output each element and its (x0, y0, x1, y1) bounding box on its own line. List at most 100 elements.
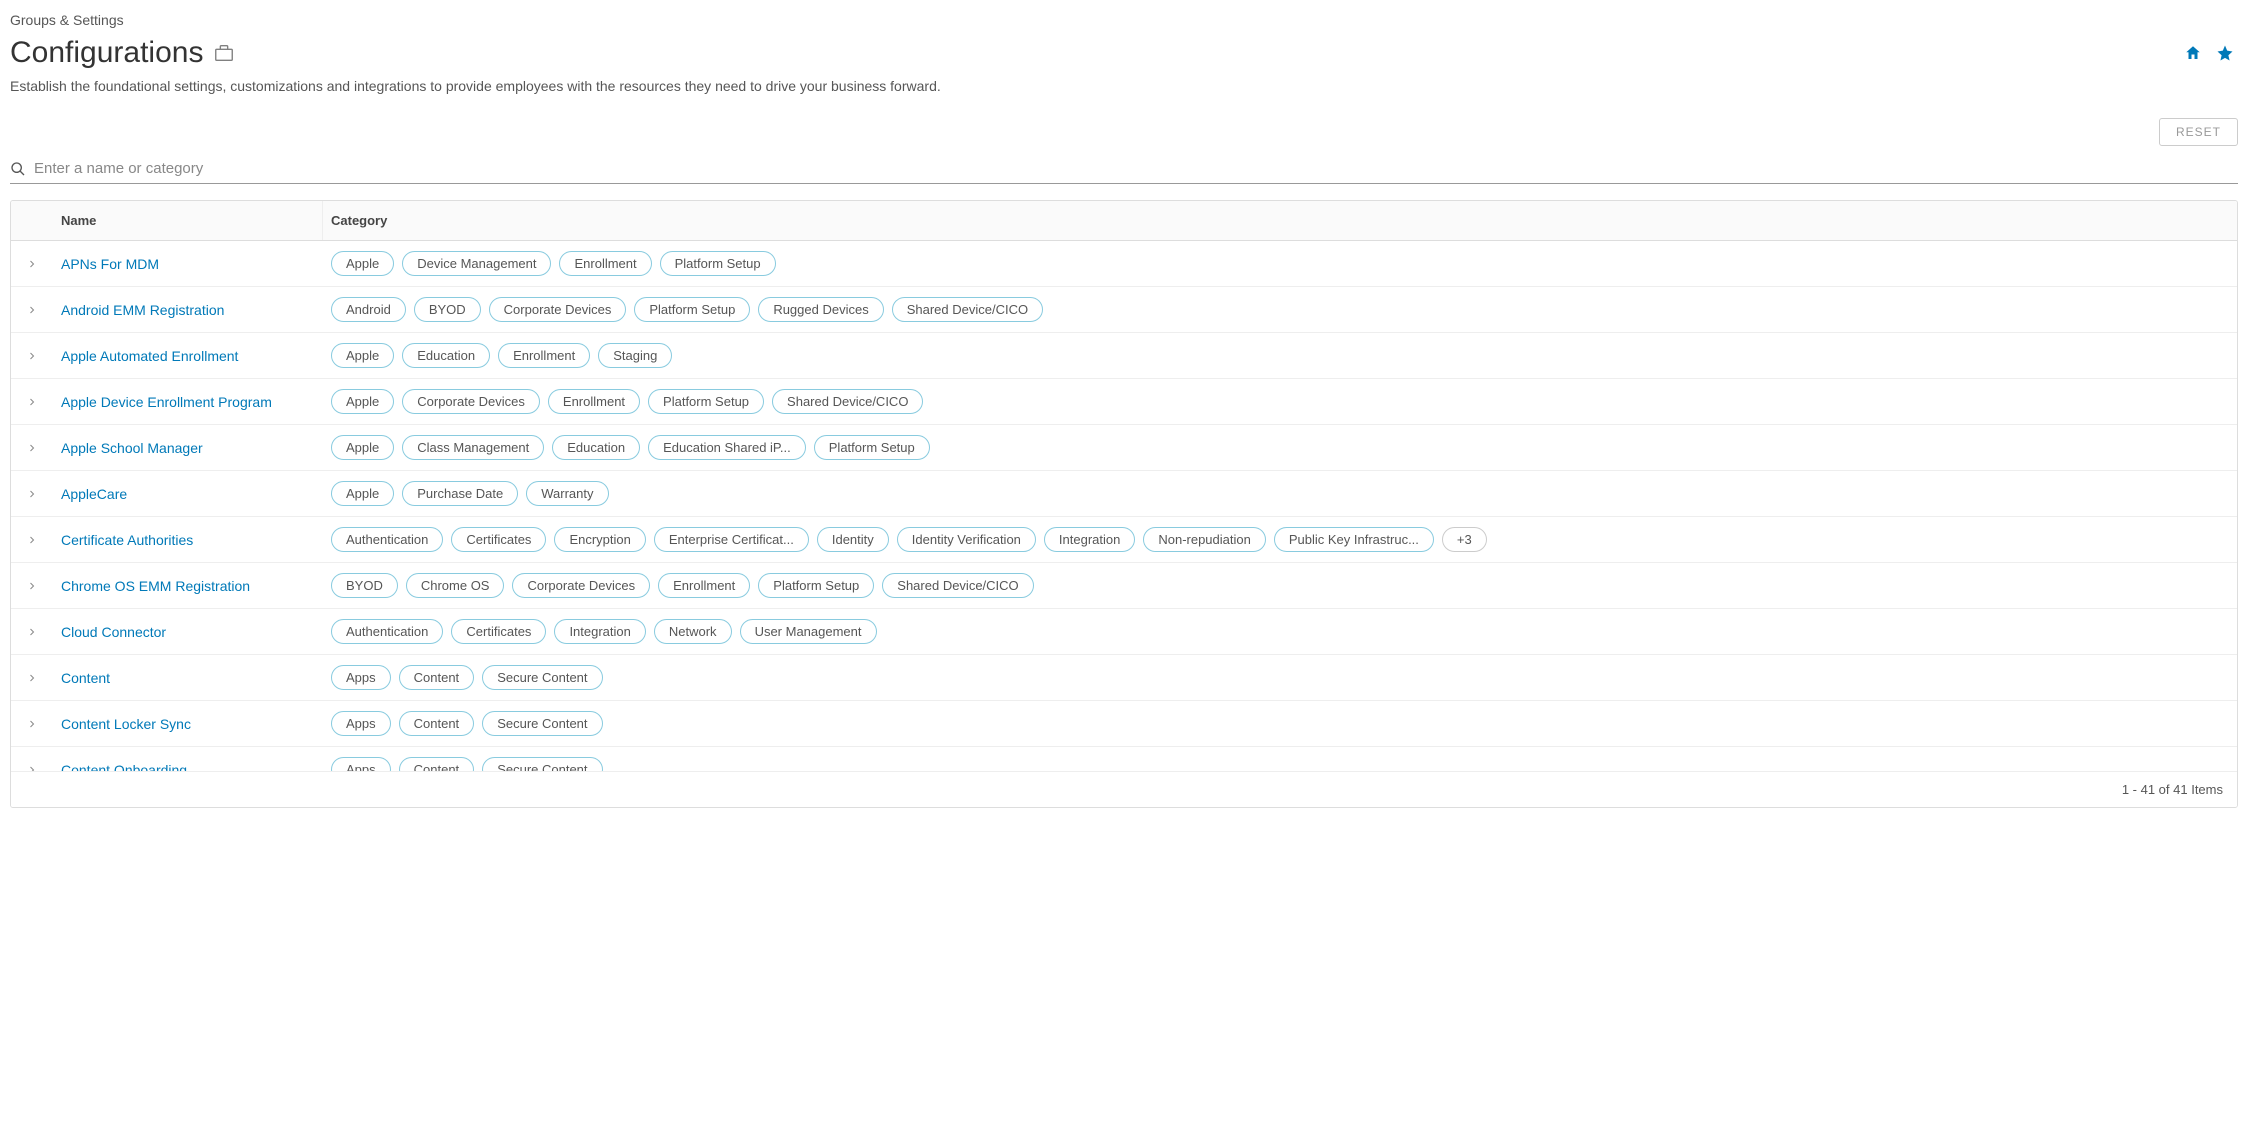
category-tag[interactable]: Content (399, 711, 475, 736)
category-tag[interactable]: Platform Setup (758, 573, 874, 598)
config-name-link[interactable]: Chrome OS EMM Registration (61, 578, 250, 594)
config-name-link[interactable]: Content Onboarding (61, 762, 187, 772)
table-row: Certificate Authorities Authentication Cer… (11, 517, 2237, 563)
config-name-link[interactable]: Content Locker Sync (61, 716, 191, 732)
category-tag[interactable]: Android (331, 297, 406, 322)
category-tag[interactable]: BYOD (414, 297, 481, 322)
config-name-link[interactable]: Certificate Authorities (61, 532, 193, 548)
config-name-link[interactable]: Apple Device Enrollment Program (61, 394, 272, 410)
category-tag[interactable]: Apple (331, 251, 394, 276)
category-tag[interactable]: Public Key Infrastruc... (1274, 527, 1434, 552)
config-name-link[interactable]: Android EMM Registration (61, 302, 224, 318)
chevron-right-icon[interactable] (11, 672, 53, 684)
category-tag[interactable]: Enrollment (498, 343, 590, 368)
search-input[interactable] (34, 160, 2238, 177)
category-tag[interactable]: Education (402, 343, 490, 368)
config-name-link[interactable]: Cloud Connector (61, 624, 166, 640)
category-tag[interactable]: Education (552, 435, 640, 460)
category-tag[interactable]: Apple (331, 435, 394, 460)
category-tag[interactable]: Device Management (402, 251, 551, 276)
chevron-right-icon[interactable] (11, 350, 53, 362)
search-row (10, 154, 2238, 184)
category-tag[interactable]: Purchase Date (402, 481, 518, 506)
category-tag[interactable]: Secure Content (482, 757, 602, 771)
category-tag[interactable]: Platform Setup (648, 389, 764, 414)
category-tag[interactable]: Apps (331, 757, 391, 771)
category-cell: Android BYOD Corporate Devices Platform Set… (323, 289, 2237, 330)
chevron-right-icon[interactable] (11, 718, 53, 730)
category-tag[interactable]: Network (654, 619, 732, 644)
category-tag[interactable]: Enterprise Certificat... (654, 527, 809, 552)
category-tag[interactable]: Chrome OS (406, 573, 505, 598)
category-tag[interactable]: Apple (331, 389, 394, 414)
category-tag[interactable]: Apple (331, 343, 394, 368)
category-tag[interactable]: Encryption (554, 527, 645, 552)
category-tag[interactable]: Corporate Devices (402, 389, 540, 414)
category-tag[interactable]: Platform Setup (814, 435, 930, 460)
category-tag[interactable]: Secure Content (482, 711, 602, 736)
category-tag[interactable]: Enrollment (548, 389, 640, 414)
category-tag[interactable]: User Management (740, 619, 877, 644)
category-tag[interactable]: Integration (1044, 527, 1135, 552)
chevron-right-icon[interactable] (11, 442, 53, 454)
category-tag[interactable]: Platform Setup (660, 251, 776, 276)
category-tag[interactable]: Certificates (451, 619, 546, 644)
category-tag[interactable]: Content (399, 665, 475, 690)
category-tag[interactable]: Identity Verification (897, 527, 1036, 552)
category-tag[interactable]: Content (399, 757, 475, 771)
chevron-right-icon[interactable] (11, 626, 53, 638)
config-name-link[interactable]: Apple School Manager (61, 440, 203, 456)
reset-button[interactable]: RESET (2159, 118, 2238, 146)
table-row: Chrome OS EMM Registration BYOD Chrome OS C… (11, 563, 2237, 609)
category-tag[interactable]: BYOD (331, 573, 398, 598)
configurations-table: Name Category APNs For MDM Apple Device Ma… (10, 200, 2238, 808)
chevron-right-icon[interactable] (11, 258, 53, 270)
chevron-right-icon[interactable] (11, 396, 53, 408)
category-tag[interactable]: Apps (331, 665, 391, 690)
category-tag[interactable]: Certificates (451, 527, 546, 552)
category-tag[interactable]: Shared Device/CICO (892, 297, 1043, 322)
more-tags-badge[interactable]: +3 (1442, 527, 1487, 552)
category-tag[interactable]: Secure Content (482, 665, 602, 690)
table-row: Apple Automated Enrollment Apple Education… (11, 333, 2237, 379)
table-row: APNs For MDM Apple Device Management Enroll… (11, 241, 2237, 287)
star-icon[interactable] (2216, 44, 2234, 62)
category-tag[interactable]: Warranty (526, 481, 608, 506)
category-tag[interactable]: Rugged Devices (758, 297, 883, 322)
category-tag[interactable]: Shared Device/CICO (882, 573, 1033, 598)
table-header: Name Category (11, 201, 2237, 241)
category-tag[interactable]: Identity (817, 527, 889, 552)
category-cell: Apple Device Management Enrollment Platform… (323, 243, 2237, 284)
home-icon[interactable] (2184, 44, 2202, 62)
category-tag[interactable]: Integration (554, 619, 645, 644)
category-tag[interactable]: Class Management (402, 435, 544, 460)
config-name-link[interactable]: Apple Automated Enrollment (61, 348, 238, 364)
table-row: Content Locker Sync Apps Content Secure Con… (11, 701, 2237, 747)
config-name-link[interactable]: AppleCare (61, 486, 127, 502)
table-footer: 1 - 41 of 41 Items (11, 771, 2237, 807)
category-tag[interactable]: Shared Device/CICO (772, 389, 923, 414)
category-tag[interactable]: Education Shared iP... (648, 435, 806, 460)
chevron-right-icon[interactable] (11, 580, 53, 592)
column-header-category[interactable]: Category (323, 201, 2237, 240)
chevron-right-icon[interactable] (11, 488, 53, 500)
table-row: AppleCare Apple Purchase Date Warranty (11, 471, 2237, 517)
category-tag[interactable]: Non-repudiation (1143, 527, 1266, 552)
category-cell: Apple Education Enrollment Staging (323, 335, 2237, 376)
category-tag[interactable]: Apps (331, 711, 391, 736)
category-tag[interactable]: Corporate Devices (489, 297, 627, 322)
category-tag[interactable]: Corporate Devices (512, 573, 650, 598)
config-name-link[interactable]: Content (61, 670, 110, 686)
chevron-right-icon[interactable] (11, 764, 53, 772)
chevron-right-icon[interactable] (11, 304, 53, 316)
config-name-link[interactable]: APNs For MDM (61, 256, 159, 272)
category-tag[interactable]: Authentication (331, 619, 443, 644)
category-tag[interactable]: Staging (598, 343, 672, 368)
chevron-right-icon[interactable] (11, 534, 53, 546)
category-tag[interactable]: Authentication (331, 527, 443, 552)
column-header-name[interactable]: Name (53, 201, 323, 240)
category-tag[interactable]: Enrollment (658, 573, 750, 598)
category-tag[interactable]: Platform Setup (634, 297, 750, 322)
category-tag[interactable]: Enrollment (559, 251, 651, 276)
category-tag[interactable]: Apple (331, 481, 394, 506)
